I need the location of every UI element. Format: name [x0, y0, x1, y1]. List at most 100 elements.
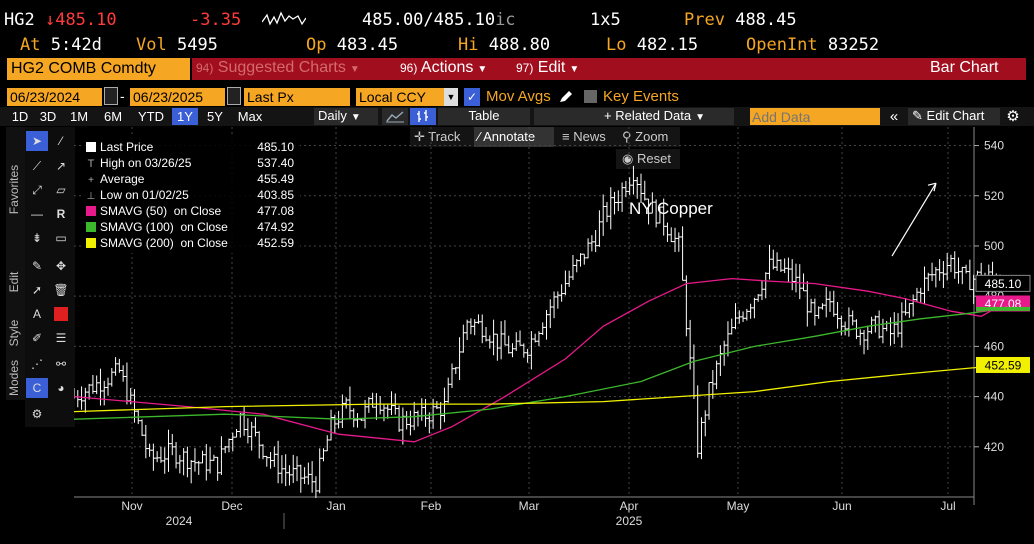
period-button-5y[interactable]: 5Y: [207, 109, 223, 124]
price-chart[interactable]: 420440460480500520540NovDecJanFebMarAprM…: [74, 127, 1034, 544]
ticker-symbol: HG2: [4, 10, 35, 30]
edit-chart-label: Edit Chart: [926, 108, 985, 123]
y-tick-label: 540: [984, 139, 1004, 153]
pointer-icon[interactable]: ➤: [26, 131, 48, 151]
ray-tool-icon[interactable]: ↗: [55, 159, 67, 173]
pencil-icon[interactable]: [558, 90, 574, 104]
security-field[interactable]: HG2 COMB Comdty: [7, 58, 190, 80]
y-tick-label: 520: [984, 189, 1004, 203]
zoom-label: Zoom: [635, 129, 669, 144]
calendar-icon[interactable]: [227, 87, 241, 105]
side-tab-favorites[interactable]: Favorites: [7, 164, 21, 215]
side-tab-modes[interactable]: Modes: [7, 359, 21, 397]
gear-icon[interactable]: ⚙: [1006, 108, 1020, 125]
period-button-3d[interactable]: 3D: [39, 109, 57, 124]
x-year-label: 2025: [616, 514, 643, 528]
dotted-line-icon[interactable]: ⋰: [31, 357, 43, 371]
chevron-down-icon: ▼: [695, 112, 705, 123]
edit-menu[interactable]: 97) Edit ▼: [516, 59, 579, 77]
suggested-charts-menu[interactable]: 94) Suggested Charts ▼: [196, 59, 360, 77]
segment-tool-icon[interactable]: ⤢: [32, 182, 42, 197]
annotation-arrowhead: [927, 182, 937, 192]
pen-icon[interactable]: ✐: [31, 331, 43, 345]
chevron-down-icon[interactable]: ▼: [444, 88, 458, 106]
news-icon: ≡: [562, 129, 570, 144]
legend-marker: [86, 222, 96, 232]
annotate-button[interactable]: ⁄ Annotate: [474, 127, 554, 147]
period-button-1d[interactable]: 1D: [11, 109, 29, 124]
side-tab-style[interactable]: Style: [7, 319, 21, 347]
table-button[interactable]: Table: [438, 108, 530, 125]
x-tick-label: Feb: [421, 499, 442, 513]
related-data-button[interactable]: + Related Data ▼: [534, 108, 734, 125]
start-date: 06/23/2024: [10, 89, 81, 105]
line-chart-icon[interactable]: [382, 108, 408, 125]
period-button-ytd[interactable]: YTD: [138, 109, 164, 124]
draw-icon[interactable]: ⁄: [59, 134, 62, 148]
side-tabs: [6, 127, 26, 400]
news-button[interactable]: ≡ News: [562, 129, 606, 144]
annotate-label: Annotate: [483, 129, 536, 144]
currency-value: Local CCY: [359, 89, 426, 105]
text-icon[interactable]: A: [32, 307, 41, 321]
edit-chart-button[interactable]: ✎ Edit Chart: [908, 108, 1000, 125]
price-tag: [976, 306, 1030, 311]
calendar-icon[interactable]: [104, 87, 118, 105]
add-data-input[interactable]: [750, 108, 880, 125]
collapse-icon[interactable]: «: [889, 108, 899, 125]
prev-value: 488.45: [735, 10, 797, 30]
line-style-icon[interactable]: ☰: [55, 331, 67, 345]
magnet-icon[interactable]: C: [26, 378, 48, 398]
track-button[interactable]: ✛ Track: [414, 129, 460, 145]
fib-icon[interactable]: ⇟: [31, 231, 43, 245]
legend-row: SMAVG (50) on Close 477.08: [86, 204, 296, 218]
y-tick-label: 500: [984, 239, 1004, 253]
oi-value: 83252: [827, 35, 880, 55]
zoom-button[interactable]: ⚲ Zoom: [622, 129, 668, 145]
legend-marker: [86, 206, 96, 216]
legend-value: 452.59: [257, 236, 294, 250]
x-tick-label: Jun: [832, 499, 851, 513]
mode-icon[interactable]: ⚯: [55, 357, 67, 371]
side-tab-edit[interactable]: Edit: [7, 271, 21, 293]
chart-annotation: NY Copper: [629, 199, 713, 218]
field-select[interactable]: Last Px: [244, 88, 350, 106]
trash-icon[interactable]: 🗑: [53, 283, 69, 297]
horizontal-line-icon[interactable]: —: [31, 207, 43, 221]
retracement-icon[interactable]: R: [56, 207, 66, 221]
bar-chart-icon[interactable]: [410, 108, 436, 125]
channel-tool-icon[interactable]: ▱: [56, 183, 66, 197]
x-tick-label: Apr: [620, 499, 639, 513]
bid-ask-suffix: ic: [495, 10, 516, 30]
end-date-field[interactable]: 06/23/2025: [130, 88, 225, 106]
mov-avgs-label: Mov Avgs: [486, 88, 551, 105]
hi-label: Hi: [458, 35, 479, 55]
oi-label: OpenInt: [746, 35, 818, 55]
period-button-1m[interactable]: 1M: [69, 109, 89, 124]
frequency-select[interactable]: Daily ▼: [314, 108, 378, 125]
actions-menu[interactable]: 96) Actions ▼: [400, 59, 487, 77]
rectangle-icon[interactable]: ▭: [55, 231, 67, 245]
vol-value: 5495: [176, 35, 218, 55]
start-date-field[interactable]: 06/23/2024: [7, 88, 102, 106]
move-icon[interactable]: ✥: [55, 259, 67, 273]
settings-icon[interactable]: ⚙: [31, 407, 43, 421]
prev-close: Prev 488.45: [684, 10, 797, 30]
period-button-1y[interactable]: 1Y: [172, 108, 198, 125]
reset-label: Reset: [636, 151, 671, 166]
legend-value: 403.85: [257, 188, 294, 202]
color-icon[interactable]: [50, 304, 72, 324]
annotate-icon: ⁄: [478, 129, 481, 144]
line-tool-icon[interactable]: ⟋: [32, 158, 42, 173]
key-events-checkbox[interactable]: [584, 90, 597, 103]
cursor-plus-icon[interactable]: ➚: [31, 283, 43, 297]
period-button-6m[interactable]: 6M: [103, 109, 123, 124]
period-button-max[interactable]: Max: [237, 109, 263, 124]
currency-select[interactable]: Local CCY: [356, 88, 444, 106]
mov-avgs-checkbox[interactable]: ✓: [464, 88, 480, 106]
palette-icon[interactable]: ◕: [57, 381, 65, 395]
at-label: At: [20, 35, 41, 55]
reset-button[interactable]: ◉ Reset: [616, 149, 680, 169]
brush-icon[interactable]: ✎: [31, 259, 43, 273]
legend-row: T High on 03/26/25 537.40: [86, 156, 296, 170]
